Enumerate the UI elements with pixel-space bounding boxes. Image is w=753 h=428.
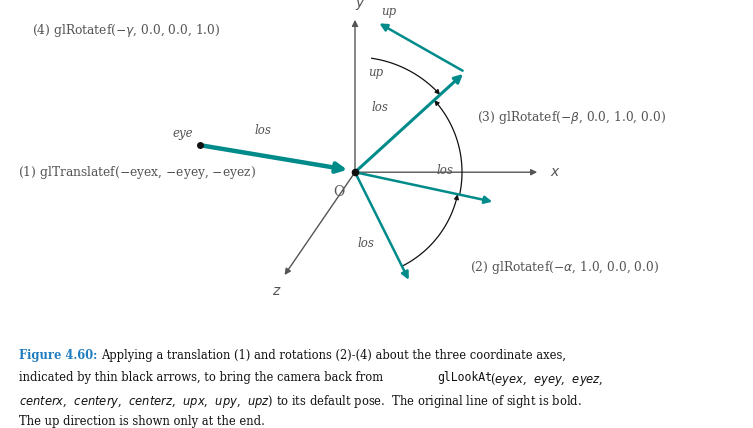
Text: y: y — [355, 0, 363, 10]
Text: up: up — [368, 65, 383, 79]
Text: x: x — [550, 165, 558, 179]
Text: (3) glRotatef($-\beta$, 0.0, 1.0, 0.0): (3) glRotatef($-\beta$, 0.0, 1.0, 0.0) — [477, 109, 666, 126]
Text: los: los — [254, 124, 271, 137]
Text: (2) glRotatef($-\alpha$, 1.0, 0.0, 0.0): (2) glRotatef($-\alpha$, 1.0, 0.0, 0.0) — [470, 259, 660, 276]
Text: los: los — [358, 237, 374, 250]
Text: Applying a translation (1) and rotations (2)-(4) about the three coordinate axes: Applying a translation (1) and rotations… — [101, 349, 566, 362]
Text: los: los — [437, 164, 454, 177]
Text: z: z — [272, 284, 279, 298]
Text: $centerx$,  $centery$,  $centerz$,  $upx$,  $upy$,  $upz$) to its default pose. : $centerx$, $centery$, $centerz$, $upx$, … — [19, 393, 581, 410]
Text: The up direction is shown only at the end.: The up direction is shown only at the en… — [19, 415, 265, 428]
Text: glLookAt: glLookAt — [437, 371, 492, 384]
Text: (1) glTranslatef($-$eyex, $-$eyey, $-$eyez): (1) glTranslatef($-$eyex, $-$eyey, $-$ey… — [18, 163, 256, 181]
Text: up: up — [381, 5, 396, 18]
Text: los: los — [371, 101, 388, 114]
Text: O: O — [334, 185, 345, 199]
Text: ($eyex$,  $eyey$,  $eyez$,: ($eyex$, $eyey$, $eyez$, — [490, 371, 603, 388]
Text: (4) glRotatef($-\gamma$, 0.0, 0.0, 1.0): (4) glRotatef($-\gamma$, 0.0, 0.0, 1.0) — [32, 21, 221, 39]
Text: eye: eye — [172, 127, 193, 140]
Text: Figure 4.60:: Figure 4.60: — [19, 349, 97, 362]
Text: indicated by thin black arrows, to bring the camera back from: indicated by thin black arrows, to bring… — [19, 371, 386, 384]
